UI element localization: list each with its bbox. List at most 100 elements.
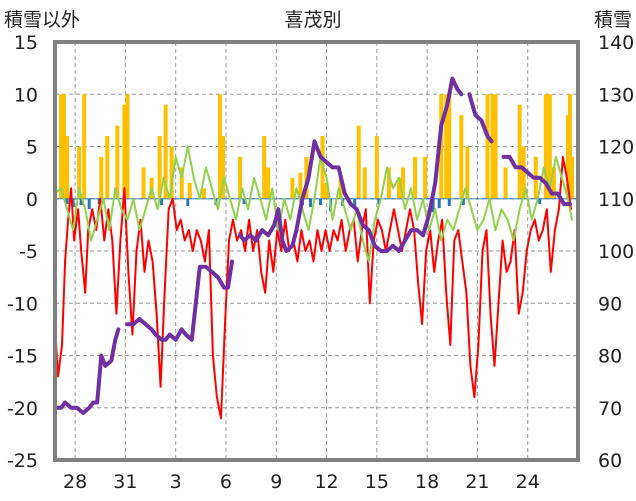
precip-bar [220,136,225,199]
x-tick-label: 9 [270,471,282,493]
precip-bar [447,94,452,199]
right-tick-label: 70 [598,398,622,420]
x-tick-label: 21 [465,471,489,493]
precip-bar [459,115,464,199]
temperature-line [54,155,572,420]
x-tick-label: 28 [63,471,87,493]
precip-bar [567,94,572,199]
precip-bar [517,104,522,199]
precip-bar [65,136,70,199]
left-axis-label: 積雪以外 [4,9,80,31]
precip-bar [413,156,418,199]
x-tick-label: 24 [516,471,540,493]
snowfall-mark [242,198,246,204]
precip-bar [62,94,67,199]
plot-frame [53,40,580,462]
precip-bar [547,94,552,199]
precip-bar [490,94,495,199]
precip-bar [386,167,391,199]
precip-bar [423,156,428,199]
snowfall-mark [308,198,312,208]
wind-line [54,145,573,263]
precip-bar [439,94,444,199]
right-axis-label: 積雪 [594,9,632,31]
precip-bar [503,167,508,199]
right-tick-label: 90 [598,293,622,315]
precip-bar [565,115,570,199]
left-tick-label: -5 [19,241,38,263]
x-tick-label: 18 [415,471,439,493]
precip-bar [169,146,174,199]
snowfall-mark [377,198,381,204]
x-tick-label: 6 [220,471,232,493]
snowfall-mark [87,198,91,210]
left-tick-label: 0 [26,189,38,211]
precip-bar [163,104,168,199]
snowfall-mark [79,198,83,206]
precip-bar [201,188,206,199]
precip-bar [187,183,192,199]
precip-bar [374,136,379,199]
left-tick-label: -20 [7,398,38,420]
right-tick-label: 110 [598,189,634,211]
precip-bar [543,94,548,199]
grid [55,42,578,460]
precip-bar [362,167,367,199]
left-tick-labels: 15 10 5 0 -5 -10 -15 -20 -25 [7,32,38,472]
precip-bar [400,167,405,199]
precip-bar [551,167,556,199]
chart-title: 喜茂別 [284,9,341,31]
left-tick-label: -15 [7,346,38,368]
precip-bar [298,172,303,199]
x-tick-labels: 28 31 3 6 9 12 15 18 21 24 [63,471,540,493]
snow_depth-line [53,76,572,415]
x-tick-label: 12 [314,471,338,493]
precip-bar [122,104,127,199]
precip-bar [157,136,162,199]
snowfall-mark [186,198,190,207]
precip-bar [444,94,449,199]
precip-bar [125,94,130,199]
left-tick-label: 5 [26,137,38,159]
right-tick-label: 80 [598,346,622,368]
snowfall-mark [431,198,435,213]
snowfall-mark [538,198,542,204]
snowfall-mark [353,198,357,208]
precip-bar [179,167,184,199]
precip-bar [493,94,498,199]
precip-bar [217,94,222,199]
precip-bar [82,94,87,199]
precip-bar [59,94,64,199]
precip-bar [569,156,574,199]
precip-bar [338,177,343,199]
snowfall-mark [160,198,164,206]
x-tick-label: 15 [365,471,389,493]
left-tick-label: -10 [7,293,38,315]
precip-bar [266,167,271,199]
precip-bar [115,125,120,199]
left-tick-label: 10 [14,84,38,106]
snowfall-mark [461,198,465,206]
snowfall-mark [447,198,451,207]
snowfall-mark [319,198,323,206]
right-tick-label: 120 [598,137,634,159]
precip-bar [141,167,146,199]
precip-bar [290,177,295,199]
precip-bar [77,146,82,199]
precip-bars [59,94,574,199]
precip-bar [262,136,267,199]
precip-bar [99,156,104,199]
precip-bar [465,146,470,199]
snowfall-mark [437,198,441,209]
series-lines [53,76,573,420]
right-tick-label: 140 [598,32,634,54]
right-tick-labels: 140 130 120 110 100 90 80 70 60 [598,32,634,472]
precip-bar [324,183,329,199]
snowfall-mark [65,198,69,204]
x-tick-label: 3 [170,471,182,493]
right-tick-label: 100 [598,241,634,263]
precip-bar [356,125,361,199]
snowfall-mark [71,198,75,208]
precip-bar [396,177,401,199]
